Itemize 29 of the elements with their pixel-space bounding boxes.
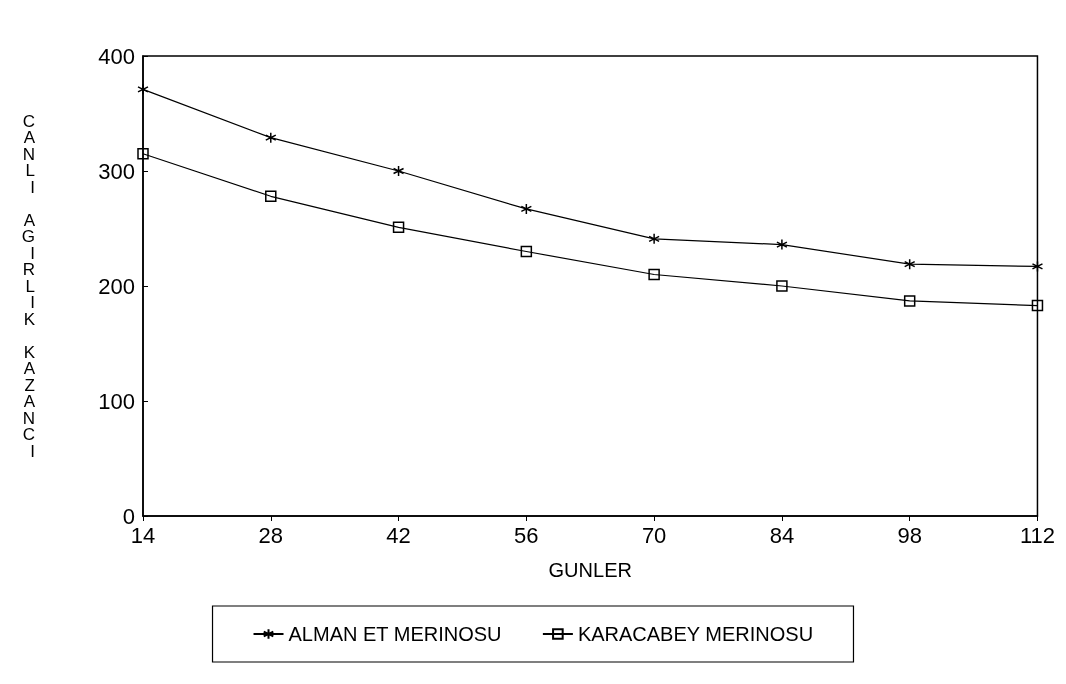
point xyxy=(520,245,533,258)
x-tick-label: 112 xyxy=(1019,522,1055,548)
legend-label: ALMAN ET MERINOSU xyxy=(288,623,502,645)
point xyxy=(648,268,660,281)
x-tick-label: 42 xyxy=(386,522,411,548)
point xyxy=(520,203,533,215)
y-tick-label: 100 xyxy=(98,388,135,414)
y-tick-label: 300 xyxy=(98,158,135,184)
x-tick-label: 56 xyxy=(514,522,539,548)
legend-label: KARACABEY MERINOSU xyxy=(577,623,814,645)
x-tick-label: 70 xyxy=(641,522,667,548)
point xyxy=(265,190,277,203)
x-tick-label: 28 xyxy=(258,522,284,548)
point xyxy=(903,258,916,270)
point xyxy=(137,148,149,160)
point xyxy=(776,280,788,292)
point xyxy=(392,221,405,234)
point xyxy=(776,238,788,251)
y-tick-label: 200 xyxy=(98,273,135,299)
point xyxy=(903,295,916,307)
point xyxy=(392,165,405,177)
y-tick-label: 400 xyxy=(98,43,135,69)
point xyxy=(1031,299,1044,312)
x-axis-title: GUNLER xyxy=(548,559,632,581)
x-tick-label: 98 xyxy=(897,522,922,548)
y-tick-label: 0 xyxy=(122,503,135,529)
point xyxy=(648,233,660,245)
x-tick-label: 84 xyxy=(769,522,795,548)
text: CANLI AGIRLIK KAZANCI xyxy=(21,111,35,461)
